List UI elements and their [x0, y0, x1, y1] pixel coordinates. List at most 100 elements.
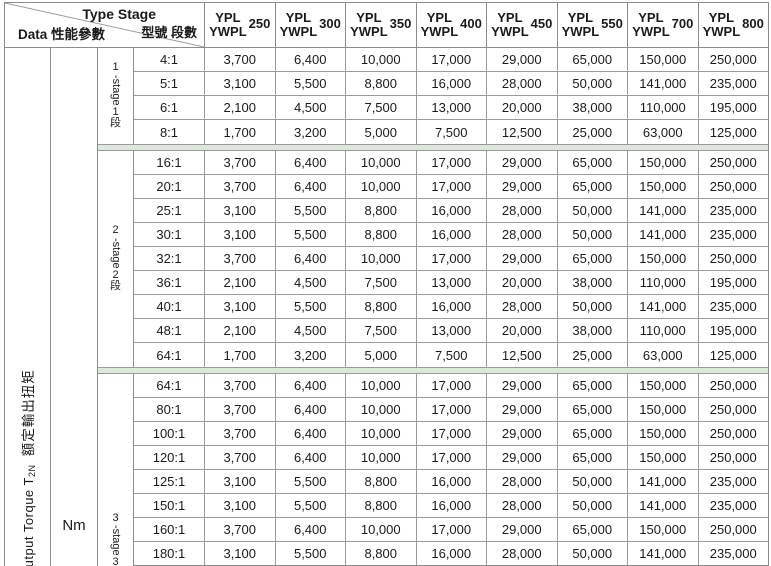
stage-digit: 3: [112, 511, 119, 524]
frame-size-label: 250: [248, 16, 271, 31]
frame-size-label: 700: [671, 16, 694, 31]
torque-value-cell: 63,000: [628, 120, 699, 144]
torque-value-cell: 3,200: [276, 343, 346, 367]
ratio-cell: 80:1: [134, 398, 205, 421]
torque-value-cell: 3,700: [205, 422, 276, 445]
unit-column: Nm: [51, 48, 98, 566]
torque-value-cell: 50,000: [558, 295, 628, 318]
torque-value-cell: 8,800: [346, 295, 417, 318]
torque-value-cell: 17,000: [417, 374, 487, 397]
ratio-cell: 6:1: [134, 96, 205, 119]
torque-value-cell: 38,000: [558, 319, 628, 342]
ratio-cell: 25:1: [134, 199, 205, 222]
torque-value-cell: 28,000: [487, 542, 558, 565]
torque-value-cell: 195,000: [709, 100, 757, 115]
torque-value-cell: 8,800: [346, 223, 417, 246]
torque-value-cell: 5,500: [276, 494, 346, 517]
torque-spec-table: Type Stage 型號 段數 Data 性能參數 YPL YWPL 250 YPL…: [4, 2, 769, 566]
torque-value-cell: 8,800: [346, 470, 417, 493]
torque-value-cell: 65,000: [558, 175, 628, 198]
torque-value-cell: 110,000: [628, 96, 699, 119]
table-row: 40:1 3,100 5,500 8,800 16,000 28,000 50,000 141…: [134, 295, 768, 319]
torque-value-cell: 28,000: [487, 470, 558, 493]
torque-value-cell: 10,000: [346, 446, 417, 469]
torque-value-cell: 3,100: [205, 72, 276, 95]
torque-value-cell: 20,000: [487, 271, 558, 294]
torque-value-cell: 3,700: [205, 48, 276, 71]
torque-value-cell: 10,000: [346, 398, 417, 421]
ratio-cell: 180:1: [134, 542, 205, 565]
table-row: 4:1 3,700 6,400 10,000 17,000 29,000 65,000 150…: [134, 48, 768, 72]
torque-value-cell: 4,500: [276, 96, 346, 119]
stage-digit: 2: [112, 224, 119, 237]
torque-value-cell: 8,800: [346, 494, 417, 517]
ratio-cell: 120:1: [134, 446, 205, 469]
torque-value-cell: 2,100: [205, 271, 276, 294]
torque-value-cell: 3,100: [205, 470, 276, 493]
torque-value-cell: 50,000: [558, 494, 628, 517]
torque-value-cell: 17,000: [417, 175, 487, 198]
torque-value-cell: 13,000: [417, 96, 487, 119]
stage-2-label: 2 -stage 2 段: [98, 151, 134, 367]
stage-2-rows: 16:1 3,700 6,400 10,000 17,000 29,000 65,000 15…: [134, 151, 768, 367]
torque-value-cell: 7,500: [346, 319, 417, 342]
torque-value-cell: 125,000: [709, 124, 757, 140]
torque-value-cell: 17,000: [417, 48, 487, 71]
model-column-header: YPL YWPL 550: [558, 3, 628, 47]
torque-value-cell: 28,000: [487, 72, 558, 95]
torque-value-cell: 7,500: [346, 96, 417, 119]
torque-value-cell: 29,000: [487, 446, 558, 469]
green-separator: [98, 367, 768, 374]
table-row: 5:1 3,100 5,500 8,800 16,000 28,000 50,000 141,…: [134, 72, 768, 96]
torque-value-cell: 6,400: [276, 48, 346, 71]
torque-value-cell: 50,000: [558, 223, 628, 246]
torque-value-cell: 4,500: [276, 271, 346, 294]
frame-size-label: 800: [742, 16, 764, 31]
table-row: 36:1 2,100 4,500 7,500 13,000 20,000 38,000 110…: [134, 271, 768, 295]
torque-value-cell: 8,800: [346, 199, 417, 222]
torque-value-cell: 150,000: [628, 151, 699, 174]
torque-value-cell: 141,000: [628, 223, 699, 246]
torque-value-cell: 6,400: [276, 247, 346, 270]
torque-value-cell: 25,000: [558, 120, 628, 144]
torque-value-cell: 3,700: [205, 518, 276, 541]
output-torque-column: Output Torque T2N 額定輸出扭矩: [5, 48, 51, 566]
torque-value-cell: 28,000: [487, 295, 558, 318]
torque-value-cell: 141,000: [628, 542, 699, 565]
torque-value-cell: 141,000: [628, 199, 699, 222]
torque-value-cell: 3,700: [205, 175, 276, 198]
ratio-cell: 48:1: [134, 319, 205, 342]
torque-value-cell: 50,000: [558, 542, 628, 565]
torque-value-cell: 29,000: [487, 151, 558, 174]
model-column-header: YPL YWPL 300: [276, 3, 346, 47]
frame-size-label: 400: [460, 16, 482, 31]
torque-value-cell: 5,500: [276, 199, 346, 222]
torque-value-cell: 50,000: [558, 470, 628, 493]
torque-value-cell: 235,000: [709, 203, 757, 218]
torque-value-cell: 25,000: [558, 343, 628, 367]
torque-value-cell: 17,000: [417, 422, 487, 445]
stage-digit: 1: [112, 61, 119, 74]
model-column-header: YPL YWPL 700: [628, 3, 699, 47]
torque-value-cell: 150,000: [628, 374, 699, 397]
torque-value-cell: 4,500: [276, 319, 346, 342]
torque-value-cell: 195,000: [709, 323, 757, 338]
torque-value-cell: 3,100: [205, 542, 276, 565]
model-prefix-ywpl: YWPL: [491, 24, 529, 39]
torque-value-cell: 6,400: [276, 398, 346, 421]
torque-value-cell: 28,000: [487, 494, 558, 517]
ratio-cell: 36:1: [134, 271, 205, 294]
model-prefix-ywpl: YWPL: [420, 24, 459, 39]
torque-value-cell: 16,000: [417, 72, 487, 95]
torque-value-cell: 16,000: [417, 223, 487, 246]
torque-value-cell: 29,000: [487, 374, 558, 397]
stage-han: 段: [110, 117, 121, 130]
torque-value-cell: 150,000: [628, 446, 699, 469]
torque-value-cell: 20,000: [487, 319, 558, 342]
model-column-header: YPL YWPL 250: [205, 3, 276, 47]
torque-label-zh: 額定輸出扭矩: [21, 369, 36, 457]
torque-value-cell: 6,400: [276, 422, 346, 445]
table-row: 16:1 3,700 6,400 10,000 17,000 29,000 65,000 15…: [134, 151, 768, 175]
torque-value-cell: 5,500: [276, 223, 346, 246]
torque-value-cell: 8,800: [346, 542, 417, 565]
